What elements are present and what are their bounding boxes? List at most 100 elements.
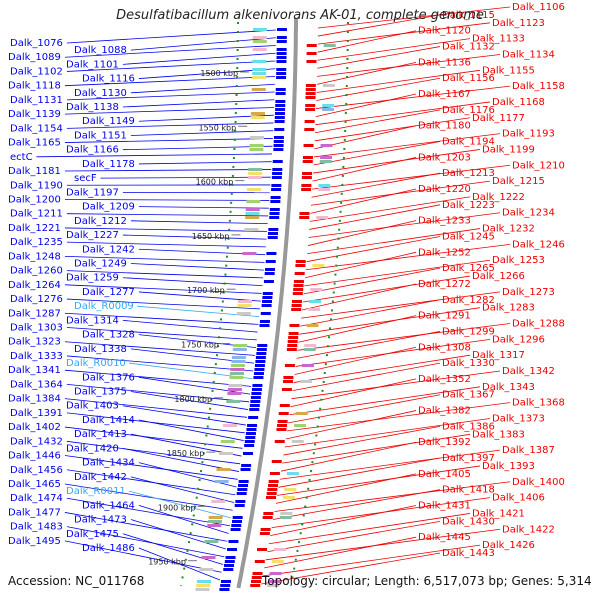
left-gene-label: Dalk_1402 <box>8 422 61 433</box>
left-gene-label: Dalk_1130 <box>74 88 127 99</box>
minus-gene-feature <box>276 68 286 71</box>
feature-tile <box>274 548 286 551</box>
feature-tile <box>302 364 314 367</box>
plus-gene-feature <box>295 272 305 275</box>
left-gene-label: Dalk_1102 <box>10 66 63 77</box>
minus-gene-feature <box>250 404 260 407</box>
feature-tile <box>252 72 266 75</box>
minus-gene-feature <box>255 360 265 363</box>
kbp-label: 1700 kbp <box>187 286 225 295</box>
topology-text: Topology: circular; Length: 6,517,073 bp… <box>262 574 592 588</box>
plus-gene-feature <box>251 580 261 583</box>
right-gene-label: Dalk_1134 <box>502 49 555 60</box>
minus-gene-feature <box>254 368 264 371</box>
left-gene-label: Dalk_1259 <box>66 273 119 284</box>
right-connector <box>270 506 416 536</box>
feature-tile <box>229 376 243 379</box>
minus-gene-feature <box>274 140 284 143</box>
left-gene-label: Dalk_1151 <box>74 130 127 141</box>
feature-tile <box>252 88 266 91</box>
feature-tile <box>199 568 213 571</box>
feature-tile <box>283 496 295 499</box>
plus-gene-feature <box>304 144 314 147</box>
feature-tile <box>280 516 292 519</box>
plus-gene-feature <box>305 120 315 123</box>
right-gene-label: Dalk_1382 <box>418 406 471 417</box>
minus-gene-feature <box>266 252 276 255</box>
left-gene-label: Dalk_1116 <box>82 74 135 85</box>
feature-tile <box>323 84 335 87</box>
left-connector <box>123 320 258 332</box>
feature-tile <box>211 500 225 503</box>
left-gene-label: Dalk_1235 <box>10 237 63 248</box>
right-connector <box>264 537 416 568</box>
minus-gene-feature <box>241 468 251 471</box>
plus-gene-feature <box>261 528 271 531</box>
left-gene-label: Dalk_1200 <box>8 194 61 205</box>
right-gene-label: Dalk_1220 <box>418 184 471 195</box>
feature-tile <box>247 188 261 191</box>
right-gene-label: Dalk_1193 <box>502 129 555 140</box>
right-gene-label: Dalk_1368 <box>512 398 565 409</box>
feature-tile <box>304 348 316 351</box>
right-gene-label: Dalk_1299 <box>442 326 495 337</box>
minus-gene-feature <box>226 556 236 559</box>
right-connector <box>276 474 416 504</box>
plus-gene-feature <box>260 532 270 535</box>
kbp-label: 1550 kbp <box>198 123 236 132</box>
minus-gene-feature <box>272 176 282 179</box>
minus-gene-feature <box>265 272 275 275</box>
minus-gene-feature <box>231 528 241 531</box>
right-gene-label: Dalk_1291 <box>418 311 471 322</box>
minus-gene-feature <box>270 200 280 203</box>
map-title: Desulfatibacillum alkenivorans AK-01, co… <box>0 8 600 23</box>
minus-gene-feature <box>253 376 263 379</box>
feature-tile <box>322 104 334 107</box>
plus-gene-feature <box>292 304 302 307</box>
feature-tile <box>196 584 210 587</box>
left-gene-label: Dalk_1138 <box>66 102 119 113</box>
minus-gene-feature <box>274 144 284 147</box>
left-gene-label: Dalk_1464 <box>82 500 135 511</box>
right-gene-label: Dalk_1296 <box>492 334 545 345</box>
minus-gene-feature <box>268 236 278 239</box>
minus-gene-feature <box>241 464 251 467</box>
right-gene-label: Dalk_1168 <box>492 97 545 108</box>
minus-gene-feature <box>251 392 261 395</box>
kbp-label: 1750 kbp <box>181 341 219 350</box>
plus-gene-feature <box>305 108 315 111</box>
right-gene-label: Dalk_1367 <box>442 390 495 401</box>
plus-gene-feature <box>275 440 285 443</box>
plus-gene-feature <box>257 548 267 551</box>
feature-tile <box>231 364 245 367</box>
right-gene-label: Dalk_1422 <box>502 524 555 535</box>
feature-tile <box>318 184 330 187</box>
left-gene-label: Dalk_1249 <box>74 258 127 269</box>
minus-gene-feature <box>270 208 280 211</box>
feature-tile <box>324 44 336 47</box>
feature-tile <box>287 472 299 475</box>
plus-gene-feature <box>263 516 273 519</box>
feature-tile <box>215 480 229 483</box>
left-connector <box>131 263 264 270</box>
minus-gene-feature <box>271 188 281 191</box>
plus-gene-feature <box>302 176 312 179</box>
left-gene-label: Dalk_1420 <box>66 443 119 454</box>
feature-tile <box>197 580 211 583</box>
minus-gene-feature <box>276 72 286 75</box>
minus-gene-feature <box>276 60 286 63</box>
plus-gene-feature <box>267 492 277 495</box>
feature-tile <box>300 380 312 383</box>
plus-gene-feature <box>287 344 297 347</box>
plus-gene-feature <box>282 388 292 391</box>
left-gene-label: Dalk_1323 <box>8 337 61 348</box>
left-connector <box>65 199 269 200</box>
feature-tile <box>237 312 251 315</box>
minus-gene-feature <box>264 280 274 283</box>
right-gene-label: Dalk_1210 <box>512 160 565 171</box>
left-connector <box>100 177 270 178</box>
left-gene-label: Dalk_1473 <box>74 515 127 526</box>
